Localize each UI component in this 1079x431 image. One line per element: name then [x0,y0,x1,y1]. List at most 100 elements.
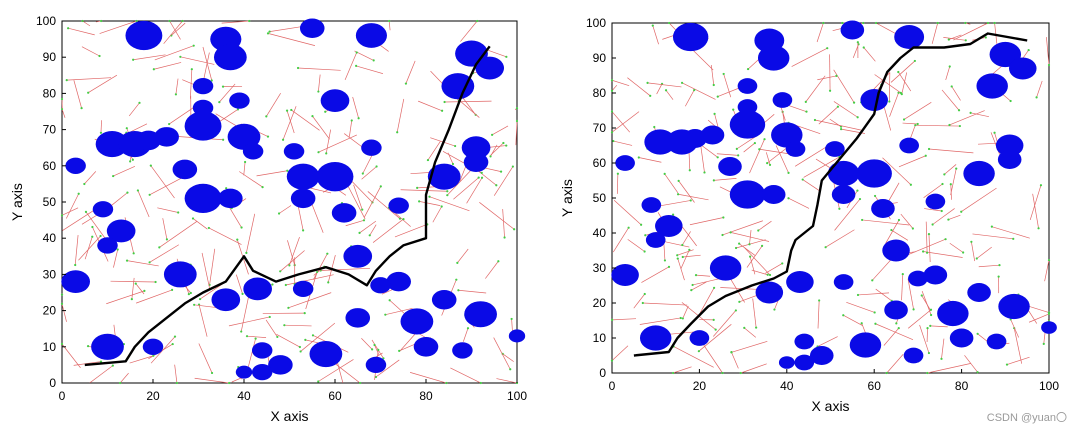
tree-node [722,72,725,76]
y-tick-label: 40 [593,226,607,240]
tree-node [897,70,900,74]
tree-branch [976,246,992,259]
x-tick-label: 40 [237,389,251,403]
tree-node [610,110,614,113]
tree-branch [882,157,912,186]
tree-node [355,64,358,68]
tree-branch [66,193,80,219]
tree-branch [99,20,137,34]
tree-branch [269,25,304,32]
tree-node [248,19,251,23]
obstacle [849,332,882,358]
y-tick-label: 10 [43,340,57,354]
x-axis-label: X axis [270,408,308,424]
tree-node [384,313,387,316]
y-tick-label: 0 [599,366,606,380]
tree-branch [325,129,332,154]
tree-branch [485,261,499,279]
tree-branch [752,298,757,328]
tree-branch [131,277,135,300]
tree-node [134,282,137,285]
tree-node [841,21,844,25]
tree-branch [150,165,175,199]
tree-node [497,260,500,263]
tree-branch [320,267,370,271]
tree-branch [198,343,213,374]
tree-branch [678,180,695,203]
tree-branch [202,46,213,81]
x-tick-label: 60 [328,389,342,403]
tree-branch [825,229,855,248]
tree-branch [692,277,723,286]
tree-node [721,371,724,375]
tree-branch [941,338,945,359]
obstacle [461,136,491,160]
tree-node [372,59,375,62]
tree-branch [972,233,1014,240]
tree-node [998,264,1001,267]
tree-node [317,90,320,93]
tree-branch [611,84,618,91]
obstacle [761,185,786,204]
tree-node [835,74,838,78]
tree-branch [149,244,179,263]
tree-node [112,174,115,178]
tree-branch [479,202,515,230]
tree-branch [928,234,931,262]
tree-node [489,155,492,158]
tree-node [190,68,193,71]
tree-branch [447,168,473,196]
obstacle [1009,57,1037,80]
tree-branch [816,22,824,43]
tree-node [296,66,300,70]
tree-node [787,171,790,174]
tree-node [722,216,725,219]
tree-branch [682,254,701,258]
tree-node [446,194,449,197]
obstacle [903,347,924,364]
tree-branch [883,327,900,346]
tree-node [676,193,680,196]
tree-branch [119,372,129,384]
tree-branch [429,196,470,212]
tree-branch [943,37,966,41]
tree-node [357,117,360,120]
tree-branch [891,229,909,241]
tree-node [317,151,320,154]
tree-node [149,164,152,167]
tree-node [65,79,68,82]
tree-branch [991,226,1030,239]
obstacle [355,23,387,48]
obstacle [316,161,354,192]
tree-node [388,299,391,302]
tree-node [225,187,228,190]
tree-node [1009,99,1012,103]
tree-branch [356,65,383,74]
tree-branch [400,189,448,192]
tree-branch [318,134,358,153]
tree-branch [924,208,942,212]
tree-node [734,246,738,250]
tree-branch [906,238,946,256]
tree-node [358,381,362,385]
tree-node [926,251,929,254]
tree-node [116,248,119,251]
tree-node [510,317,513,321]
tree-node [67,27,70,30]
tree-branch [613,140,633,146]
tree-node [993,131,996,134]
tree-branch [642,302,688,306]
tree-node [766,162,769,165]
obstacle [833,274,854,290]
tree-node [729,231,732,234]
tree-node [871,279,874,282]
tree-branch [641,266,670,283]
tree-node [254,337,257,340]
tree-node [703,171,706,174]
tree-node [997,275,1000,278]
tree-node [99,360,103,363]
tree-branch [163,20,183,44]
tree-node [929,308,933,311]
tree-branch [857,292,890,296]
tree-branch [731,351,739,369]
